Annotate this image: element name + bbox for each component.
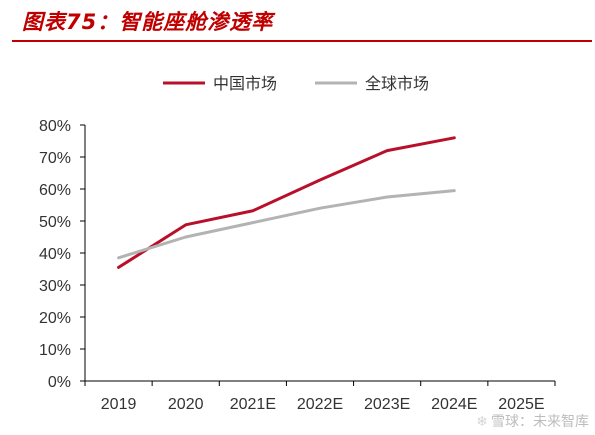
data-point-global	[117, 256, 120, 259]
x-tick-label: 2024E	[431, 396, 477, 413]
x-tick-label: 2020	[168, 396, 204, 413]
data-point-china	[386, 149, 389, 152]
figure-title: 图表75：智能座舱渗透率	[22, 10, 274, 34]
y-tick-label: 20%	[39, 310, 71, 327]
data-point-china	[453, 136, 456, 139]
y-tick-label: 70%	[39, 150, 71, 167]
series-line-china	[117, 136, 456, 269]
x-tick-label: 2023E	[364, 396, 410, 413]
y-tick-label: 40%	[39, 246, 71, 263]
y-tick-label: 30%	[39, 278, 71, 295]
title-underline	[12, 40, 592, 42]
data-point-global	[386, 196, 389, 199]
y-tick-label: 0%	[48, 374, 71, 391]
watermark: ❄ 雪球：未来智库	[476, 411, 589, 431]
x-tick-label: 2022E	[297, 396, 343, 413]
data-point-global	[453, 189, 456, 192]
watermark-text: 雪球：未来智库	[491, 414, 589, 430]
legend-label-global: 全球市场	[365, 74, 429, 93]
snowball-logo-icon: ❄	[476, 414, 488, 430]
x-tick-label: 2025E	[498, 396, 544, 413]
y-tick-label: 80%	[39, 118, 71, 135]
data-point-global	[251, 221, 254, 224]
data-point-china	[251, 209, 254, 212]
y-tick-label: 50%	[39, 214, 71, 231]
y-tick-label: 10%	[39, 342, 71, 359]
x-tick-label: 2019	[101, 396, 137, 413]
legend-label-china: 中国市场	[213, 74, 277, 93]
series-line-global	[117, 189, 456, 260]
data-point-global	[319, 207, 322, 210]
data-point-global	[184, 236, 187, 239]
y-tick-label: 60%	[39, 182, 71, 199]
data-point-china	[117, 266, 120, 269]
data-point-china	[184, 223, 187, 226]
x-tick-label: 2021E	[230, 396, 276, 413]
data-point-china	[319, 179, 322, 182]
